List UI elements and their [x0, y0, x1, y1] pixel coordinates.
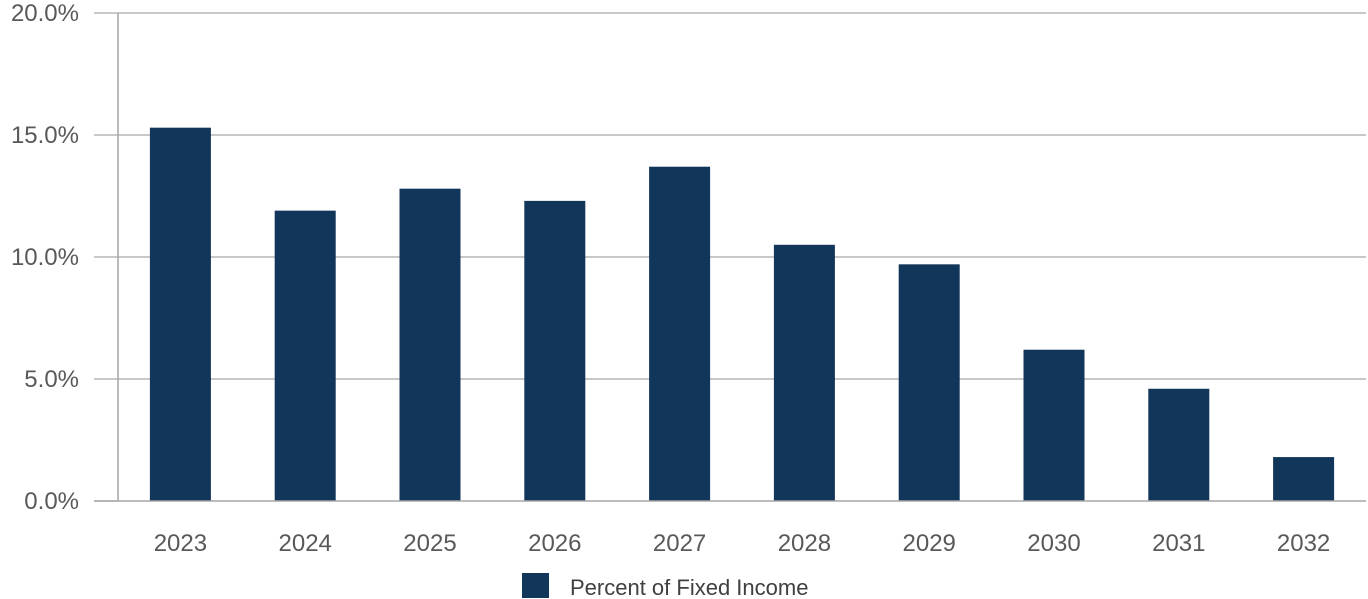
- x-tick-label: 2026: [528, 530, 581, 557]
- x-tick-label: 2024: [279, 530, 332, 557]
- legend: Percent of Fixed Income: [522, 573, 808, 599]
- y-tick-label: 0.0%: [24, 488, 79, 515]
- bar-2025: [399, 188, 461, 501]
- bar-2032: [1273, 457, 1335, 501]
- bar-2023: [149, 127, 211, 502]
- bar-2027: [649, 166, 711, 501]
- bar-2024: [274, 210, 336, 501]
- x-tick-label: 2027: [653, 530, 706, 557]
- x-tick-label: 2028: [778, 530, 831, 557]
- x-tick-label: 2029: [903, 530, 956, 557]
- bar-2026: [524, 200, 586, 501]
- bar-2028: [773, 244, 835, 502]
- bar-2030: [1023, 349, 1085, 501]
- bars: [149, 127, 1335, 502]
- y-tick-label: 15.0%: [11, 122, 79, 149]
- x-tick-label: 2030: [1027, 530, 1080, 557]
- x-tick-label: 2031: [1152, 530, 1205, 557]
- legend-swatch: [522, 573, 549, 598]
- x-axis-ticks: 2023 2024 2025 2026 2027 2028 2029 2030 2031 2032: [154, 530, 1331, 557]
- y-tick-label: 5.0%: [24, 366, 79, 393]
- x-tick-label: 2023: [154, 530, 207, 557]
- y-tick-label: 10.0%: [11, 244, 79, 271]
- x-tick-label: 2025: [403, 530, 456, 557]
- x-tick-label: 2032: [1277, 530, 1330, 557]
- legend-label: Percent of Fixed Income: [570, 575, 808, 599]
- y-axis-ticks: 0.0% 5.0% 10.0% 15.0% 20.0%: [11, 0, 118, 515]
- bar-2029: [898, 264, 960, 501]
- bar-2031: [1148, 388, 1210, 501]
- y-tick-label: 20.0%: [11, 0, 79, 27]
